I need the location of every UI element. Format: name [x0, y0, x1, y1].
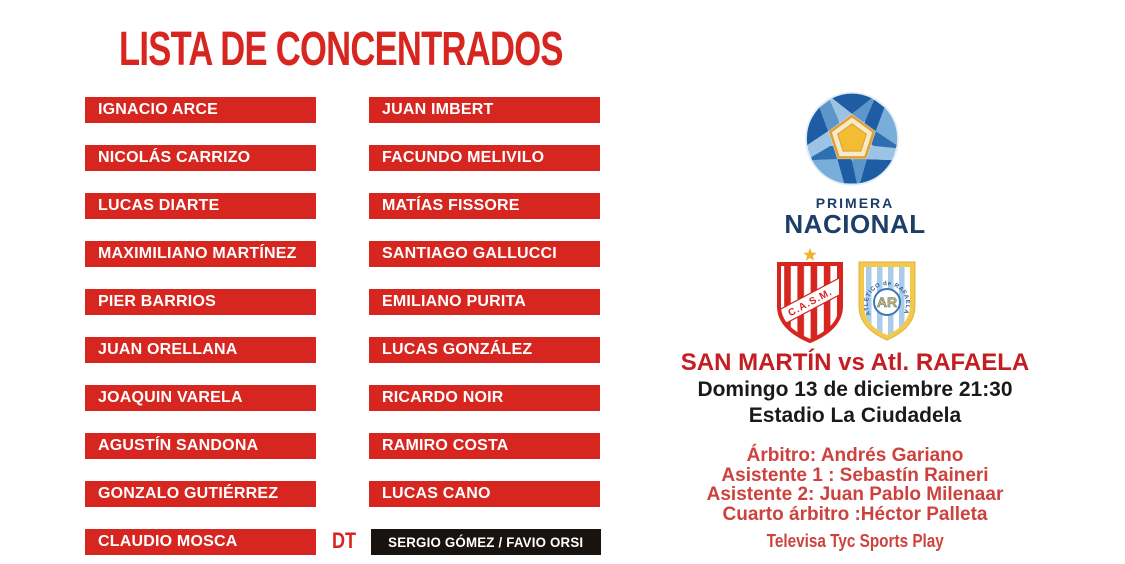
player-name: EMILIANO PURITA [382, 293, 527, 310]
coach-role-label: DT [332, 528, 357, 553]
roster-column-right: JUAN IMBERT FACUNDO MELIVILO MATÍAS FISS… [369, 97, 600, 529]
player-name: SANTIAGO GALLUCCI [382, 245, 557, 262]
match-datetime: Domingo 13 de diciembre 21:30 [697, 378, 1013, 401]
league-name-nacional: NACIONAL [784, 209, 926, 239]
player-bar: PIER BARRIOS [85, 289, 316, 315]
match-stadium: Estadio La Ciudadela [748, 404, 962, 427]
match-title: SAN MARTÍN vs Atl. RAFAELA [680, 349, 1030, 376]
player-bar: JUAN IMBERT [369, 97, 600, 123]
player-bar: MAXIMILIANO MARTÍNEZ [85, 241, 316, 267]
player-name: MAXIMILIANO MARTÍNEZ [98, 245, 297, 262]
player-bar: JOAQUIN VARELA [85, 385, 316, 411]
player-name: JOAQUIN VARELA [98, 389, 243, 406]
player-bar: LUCAS GONZÁLEZ [369, 337, 600, 363]
coach-names: SERGIO GÓMEZ / FAVIO ORSI [388, 534, 584, 550]
player-name: NICOLÁS CARRIZO [98, 149, 251, 166]
player-bar: AGUSTÍN SANDONA [85, 433, 316, 459]
league-name-primera: PRIMERA [815, 195, 895, 211]
star-icon [803, 248, 817, 261]
player-name: GONZALO GUTIÉRREZ [98, 485, 279, 502]
player-bar: RAMIRO COSTA [369, 433, 600, 459]
roster-column-left: IGNACIO ARCE NICOLÁS CARRIZO LUCAS DIART… [85, 97, 316, 564]
fourth-official-line: Cuarto árbitro :Héctor Palleta [722, 503, 988, 525]
player-bar: JUAN ORELLANA [85, 337, 316, 363]
player-bar: EMILIANO PURITA [369, 289, 600, 315]
player-bar: SANTIAGO GALLUCCI [369, 241, 600, 267]
coach-bar: SERGIO GÓMEZ / FAVIO ORSI [371, 529, 601, 555]
player-bar: LUCAS CANO [369, 481, 600, 507]
player-bar: FACUNDO MELIVILO [369, 145, 600, 171]
rafaela-monogram: AR [877, 294, 897, 310]
broadcast-text: Televisa Tyc Sports Play [766, 531, 944, 551]
atletico-rafaela-crest: AR ATLETICO de RAFAELA [858, 261, 916, 341]
page-title: LISTA DE CONCENTRADOS [119, 23, 563, 76]
san-martin-crest: C.A.S.M. [777, 248, 843, 344]
player-bar: RICARDO NOIR [369, 385, 600, 411]
player-name: LUCAS CANO [382, 485, 491, 502]
assistant2-line: Asistente 2: Juan Pablo Milenaar [706, 484, 1004, 505]
player-bar: CLAUDIO MOSCA [85, 529, 316, 555]
player-bar: NICOLÁS CARRIZO [85, 145, 316, 171]
officials-block: Árbitro: Andrés Gariano Asistente 1 : Se… [640, 446, 1070, 524]
player-name: LUCAS DIARTE [98, 197, 220, 214]
player-name: JUAN IMBERT [382, 101, 494, 118]
player-name: RICARDO NOIR [382, 389, 504, 406]
player-name: PIER BARRIOS [98, 293, 216, 310]
assistant1-line: Asistente 1 : Sebastín Raineri [721, 464, 989, 486]
match-info-panel: PRIMERA NACIONAL C.A.S.M. [640, 0, 1070, 564]
player-name: LUCAS GONZÁLEZ [382, 341, 533, 358]
player-bar: LUCAS DIARTE [85, 193, 316, 219]
player-bar: IGNACIO ARCE [85, 97, 316, 123]
player-name: MATÍAS FISSORE [382, 197, 520, 214]
player-name: RAMIRO COSTA [382, 437, 509, 454]
broadcast-line: Televisa Tyc Sports Play [640, 531, 1070, 552]
referee-line: Árbitro: Andrés Gariano [746, 445, 964, 466]
player-bar: MATÍAS FISSORE [369, 193, 600, 219]
player-name: FACUNDO MELIVILO [382, 149, 545, 166]
player-name: JUAN ORELLANA [98, 341, 238, 358]
player-bar: GONZALO GUTIÉRREZ [85, 481, 316, 507]
primera-nacional-ball-logo [805, 92, 899, 186]
player-name: AGUSTÍN SANDONA [98, 437, 259, 454]
player-name: IGNACIO ARCE [98, 101, 219, 118]
player-name: CLAUDIO MOSCA [98, 533, 238, 550]
